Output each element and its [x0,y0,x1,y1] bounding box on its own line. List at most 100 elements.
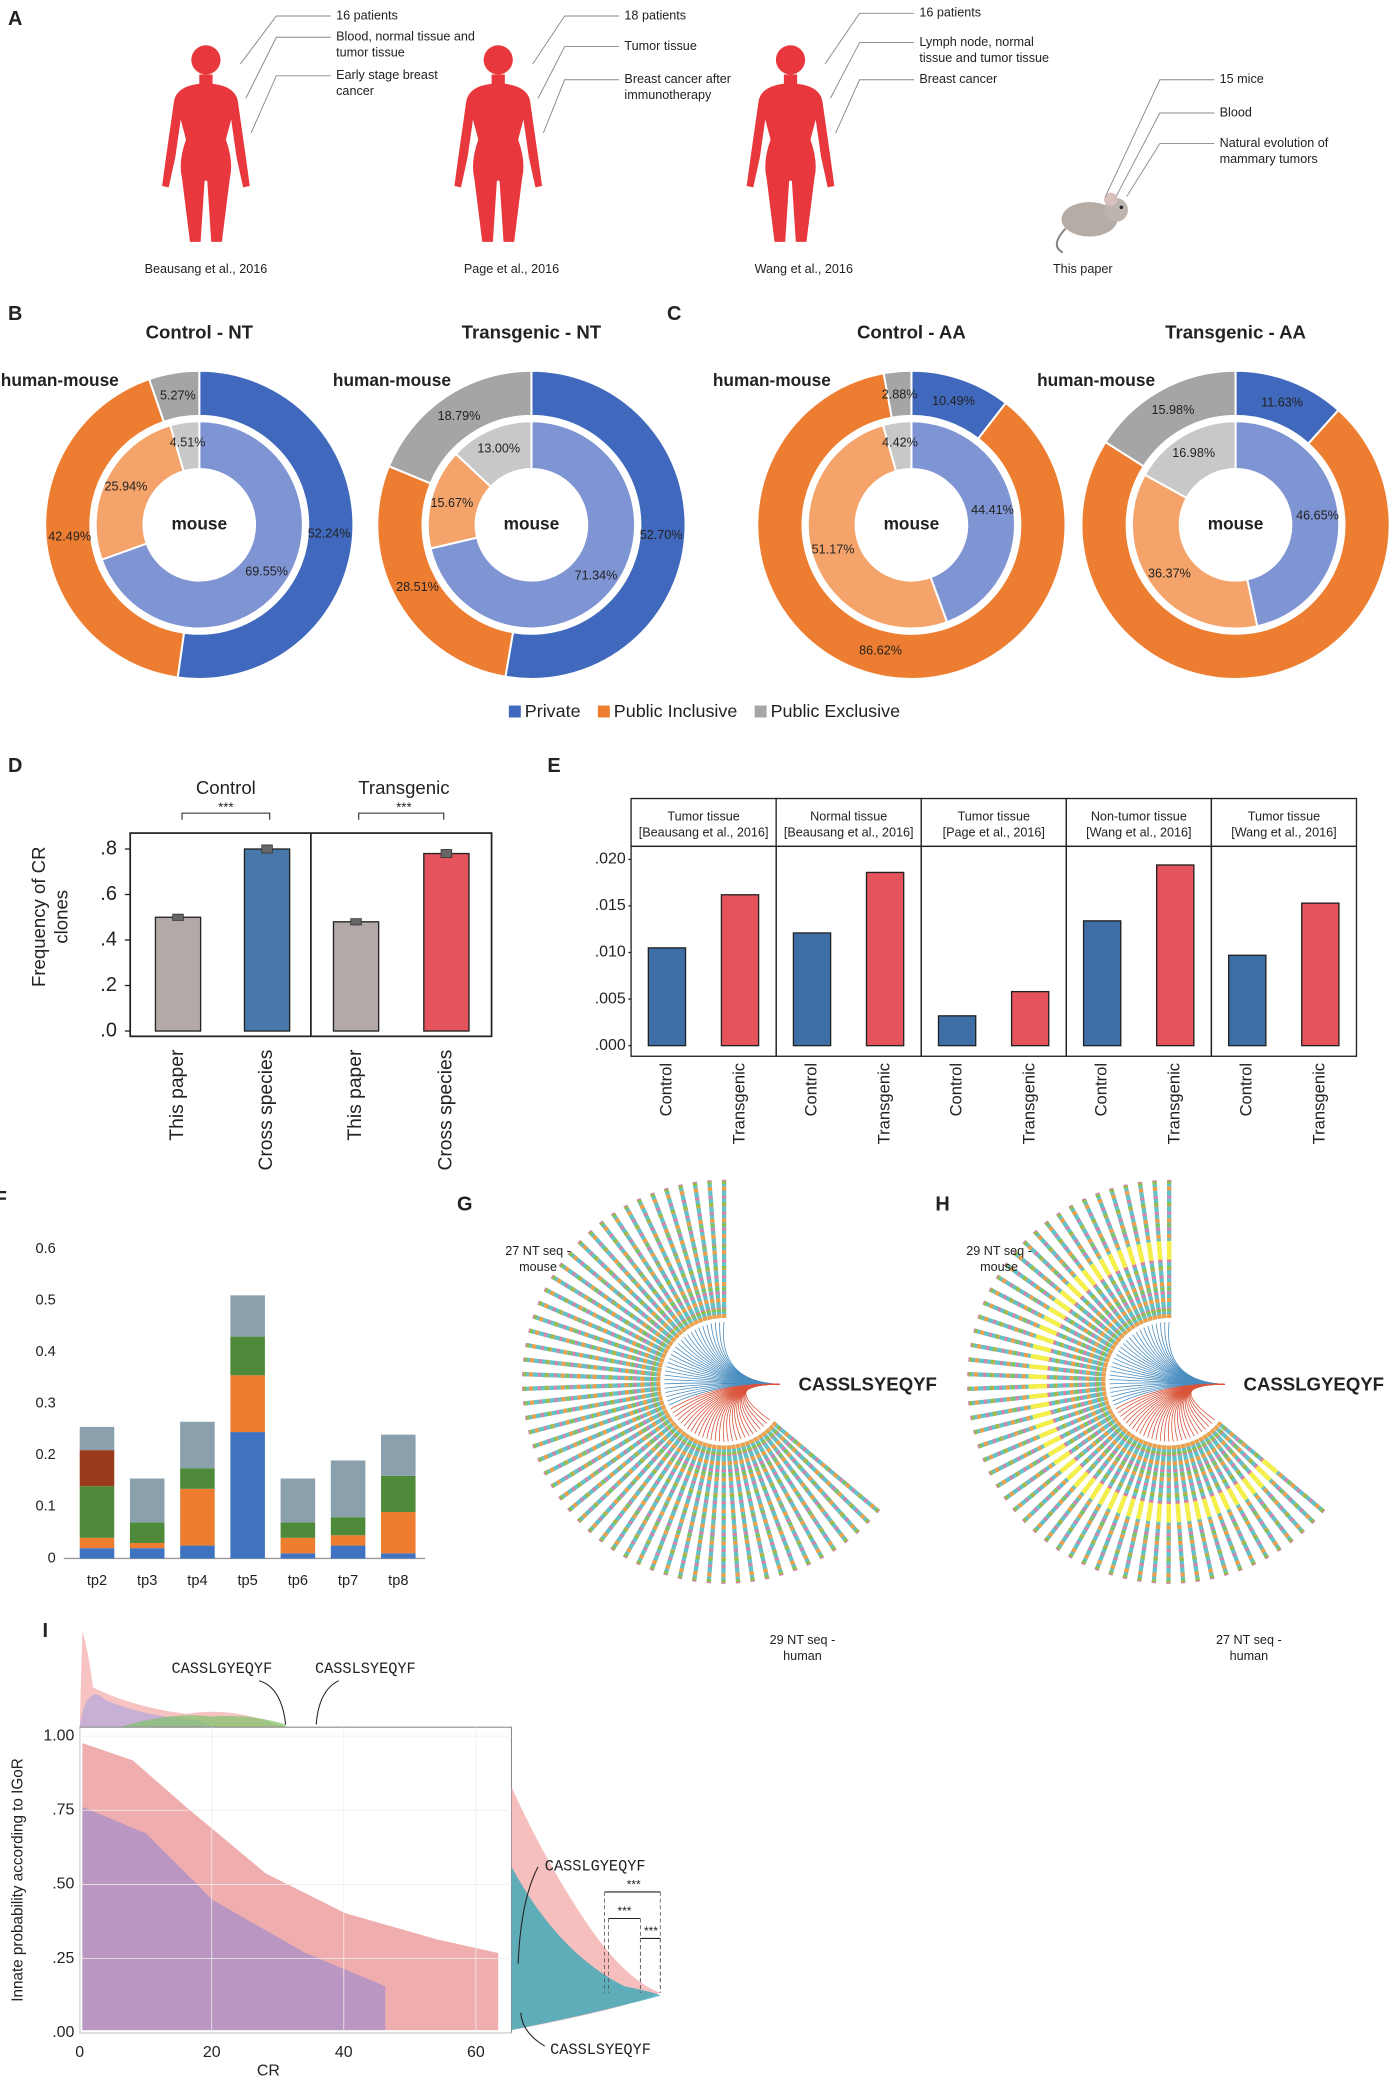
facet-title: Tumor tissue [667,809,739,823]
value-label: 42.49% [48,530,91,544]
density-top [79,1631,286,1728]
highlight-band [1126,1246,1137,1266]
y-tick-label: 0.1 [35,1499,55,1515]
sequence-ray [525,1391,662,1421]
legend-label: Private [525,701,581,721]
panel-label: I [43,1620,49,1642]
highlight-band [1218,1491,1231,1511]
significance-label: *** [218,799,234,814]
sequence-ray [1003,1262,1119,1347]
study-detail: Blood, normal tissue and [336,30,475,44]
bar-segment [79,1486,115,1538]
annotation-arrow [315,1680,340,1725]
highlight-band [1234,1482,1249,1501]
sequence-ray [977,1314,1110,1364]
sequence-ray [970,1342,1107,1373]
sequence-ray [532,1314,665,1364]
point-cloud [82,1806,386,2031]
sequence-ray [587,1229,684,1336]
y-tick-label: .020 [595,851,626,868]
inner-ring-label: mouse [884,513,940,533]
sequence-ray [970,1391,1107,1421]
y-tick-label: .25 [52,1950,74,1967]
highlight-band [1175,1503,1182,1523]
panel-label: F [0,1188,7,1210]
bar [647,947,687,1047]
highlight-band [1135,1500,1145,1520]
facet-title: [Page et al., 2016] [943,825,1045,839]
sequence-ray [731,1444,755,1582]
donut-slice [881,420,913,473]
annotation: CASSLGYEQYF [171,1660,272,1678]
value-label: 2.88% [882,388,918,402]
link-curve [714,1322,780,1385]
facet-frame [1210,845,1358,1057]
sequence-ray [528,1395,663,1435]
density-right [511,1866,661,2031]
facet-header [1210,797,1358,848]
highlight-band [1156,1503,1163,1523]
bar [1227,954,1267,1047]
study-detail: immunotherapy [624,88,712,102]
sequence-ray [1176,1444,1200,1582]
sequence-ray [1122,1443,1158,1580]
sequence-ray [967,1381,1106,1391]
sequence-label: mouse [980,1260,1018,1274]
bar [1010,990,1050,1047]
highlight-band [1035,1333,1055,1345]
x-tick-label: Transgenic [729,1063,748,1144]
sequence-ray [1022,1239,1125,1340]
x-tick-label: Cross species [435,1050,456,1171]
sequence-ray [692,1181,717,1319]
sequence-ray [1185,1442,1229,1576]
highlight-band [1073,1275,1090,1293]
group-label: Control [196,777,256,798]
sequence-ray [1137,1181,1162,1319]
highlight-band [1081,1476,1096,1495]
sequence-ray [1108,1187,1153,1322]
x-tick-label: 60 [467,2044,485,2061]
link-curve [1160,1322,1225,1385]
y-tick-label: 0 [48,1550,56,1566]
highlight-band [1089,1263,1104,1282]
highlight-band [1126,1498,1136,1518]
sequence-ray [967,1371,1106,1382]
sequence-label: 27 NT seq - [505,1244,571,1258]
bar [1301,902,1340,1047]
highlight-band [1107,1253,1120,1273]
leader-line [250,75,331,134]
mouse-tail [1055,227,1067,254]
value-label: 4.51% [170,436,206,450]
x-tick-label: Cross species [256,1050,277,1171]
highlight-band [1145,1502,1154,1522]
x-tick-label: This paper [167,1049,188,1141]
density-top [119,1715,286,1728]
y-tick-label: .010 [595,944,626,961]
sequence-ray [522,1381,661,1391]
sequence-ray [532,1400,665,1449]
study-detail: tissue and tumor tissue [919,51,1049,65]
value-label: 86.62% [859,644,902,658]
annotation-arrow [258,1680,287,1725]
significance-label: *** [617,1904,631,1918]
bar-segment [129,1522,165,1543]
y-tick-label: 0.4 [35,1344,55,1360]
highlight-band [1106,1491,1120,1511]
x-axis-label: CR [257,2063,280,2078]
highlight-band [1098,1257,1112,1277]
highlight-band [1028,1363,1048,1371]
bar-segment [129,1548,165,1559]
sequence-ray [523,1386,661,1406]
chart-title: Control - NT [146,321,254,342]
highlight-band [1032,1343,1052,1353]
donut-slice [1080,408,1391,680]
y-tick-label: .4 [100,928,117,950]
sequence-ray [1003,1417,1119,1501]
bar-segment [180,1545,215,1559]
link-curve [745,1383,780,1421]
sequence-ray [523,1357,661,1377]
sequence-ray [587,1427,683,1534]
sequence-ray [649,1440,704,1571]
bar [423,852,470,1032]
node-label: CASSLGYEQYF [1244,1374,1385,1395]
